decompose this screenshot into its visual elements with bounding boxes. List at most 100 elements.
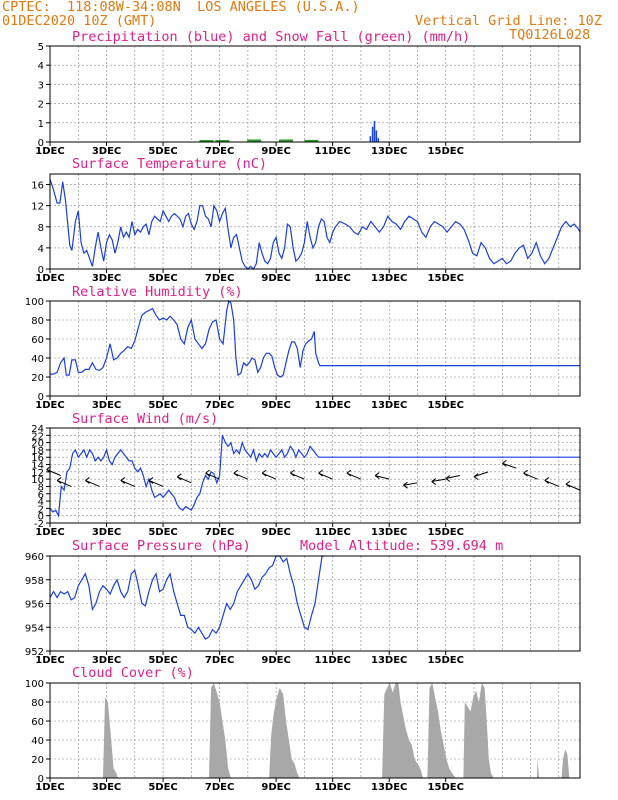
precip-xtick-label: 11DEC (314, 146, 350, 157)
wind-arrow (431, 478, 446, 483)
pressure-frame (49, 555, 581, 652)
temp-panel: 0 4 8 12 16 1DEC 3DEC 5DEC 7DEC 9DEC 11DEC 13DEC 15D… (31, 173, 581, 284)
cloud-ytick-label: 60 (31, 717, 44, 728)
wind-arrow-head (565, 483, 571, 488)
humidity-xtick-label: 7DEC (205, 400, 234, 411)
wind-arrow (85, 480, 100, 487)
wind-arrow (523, 472, 538, 480)
header-date: 01DEC2020 10Z (GMT) (2, 13, 157, 29)
precip-ytick-label: 2 (38, 100, 44, 111)
wind-arrow (120, 480, 135, 487)
humidity-ytick-label: 20 (31, 373, 44, 384)
wind-arrow-head (502, 462, 507, 467)
precip-xtick-label: 15DEC (428, 146, 464, 157)
wind-arrow-head (473, 476, 479, 481)
precip-xtick-label: 7DEC (205, 146, 234, 157)
wind-arrow-head (346, 469, 352, 474)
wind-arrow (318, 472, 333, 480)
wind-arrow (565, 483, 581, 491)
cloud-ytick-label: 80 (31, 698, 44, 709)
wind-arrow (46, 469, 61, 476)
humidity-ytick-label: 60 (31, 335, 44, 346)
precip-panel: 0 1 2 3 4 5 1DEC 3DEC 5DEC 7DEC 9DEC 11DEC 13DEC 15DE… (35, 42, 581, 157)
wind-xtick-label: 7DEC (205, 527, 234, 538)
wind-arrow (290, 472, 305, 480)
wind-ytick-label: 10 (31, 475, 44, 486)
model-altitude: Model Altitude: 539.694 m (300, 538, 504, 554)
wind-arrow-head (318, 472, 323, 477)
pressure-ytick-label: 956 (25, 600, 44, 611)
pressure-xtick-label: 7DEC (205, 655, 234, 666)
header-grid-note: Vertical Grid Line: 10Z (415, 13, 602, 29)
wind-arrow-head (318, 469, 323, 474)
wind-arrow-head (177, 473, 182, 478)
wind-arrow-head (565, 480, 571, 485)
wind-arrow (375, 475, 390, 480)
wind-title: Surface Wind (m/s) (72, 411, 219, 427)
wind-arrow-head (523, 472, 528, 477)
wind-arrow-head (403, 481, 408, 486)
temp-ytick-label: 12 (31, 202, 44, 213)
precip-xtick-label: 9DEC (261, 146, 290, 157)
pressure-series-line (49, 555, 325, 640)
humidity-panel: 0 20 40 60 80 100 1DEC 3DEC 5DEC 7DEC 9DEC 11DEC 13D… (25, 297, 581, 411)
precip-ytick-label: 4 (38, 61, 44, 72)
wind-arrow-head (523, 469, 528, 474)
wind-arrow (177, 476, 192, 484)
wind-ytick-label: 8 (38, 482, 44, 493)
wind-ytick-label: 4 (38, 497, 44, 508)
precip-bar (377, 138, 380, 142)
header-location: CPTEC: 118:08W-34:08N LOS ANGELES (U.S.A… (2, 0, 360, 15)
pressure-ytick-label: 960 (25, 552, 44, 563)
snowfall-bar (215, 140, 230, 143)
cloud-cover-area (50, 683, 580, 778)
wind-arrow-head (445, 475, 451, 479)
snowfall-bar (199, 140, 214, 143)
wind-arrow (346, 472, 362, 480)
temp-xtick-label: 5DEC (148, 273, 177, 284)
wind-arrow-head (290, 469, 295, 474)
wind-arrow (473, 471, 489, 478)
wind-arrow (502, 462, 517, 469)
snowfall-bar (247, 139, 262, 142)
wind-ytick-label: 0 (38, 512, 44, 523)
pressure-title: Surface Pressure (hPa) (72, 538, 251, 554)
pressure-xtick-label: 5DEC (148, 655, 177, 666)
pressure-xtick-label: 9DEC (261, 655, 290, 666)
wind-ytick-label: 12 (31, 468, 44, 479)
wind-arrow-head (177, 476, 182, 481)
temp-ytick-label: 8 (38, 223, 44, 234)
cloud-ytick-label: 40 (31, 736, 44, 747)
cloud-xtick-label: 11DEC (314, 782, 350, 793)
snowfall-bar (304, 139, 319, 142)
humidity-ytick-label: 0 (38, 392, 44, 403)
humidity-series-line (50, 299, 580, 378)
wind-ytick-label: 14 (31, 461, 44, 472)
wind-arrow-head (502, 459, 507, 464)
wind-arrow-head (374, 475, 380, 479)
cloud-xtick-label: 5DEC (148, 782, 177, 793)
cloud-xtick-label: 13DEC (371, 782, 407, 793)
precip-xtick-label: 3DEC (92, 146, 121, 157)
wind-arrow (445, 475, 460, 479)
wind-arrow-head (205, 469, 210, 474)
humidity-title: Relative Humidity (%) (72, 284, 243, 300)
humidity-ytick-label: 40 (31, 354, 44, 365)
cloud-xtick-label: 15DEC (428, 782, 464, 793)
wind-arrow-head (445, 478, 451, 482)
cloud-xtick-label: 7DEC (205, 782, 234, 793)
pressure-xtick-label: 1DEC (35, 655, 64, 666)
wind-arrow-head (544, 480, 550, 484)
temp-series-line (49, 179, 581, 270)
wind-ytick-label: 2 (38, 504, 44, 515)
precip-ytick-label: 5 (38, 42, 44, 53)
temp-ytick-label: 4 (38, 244, 44, 255)
precip-bar (369, 136, 372, 142)
humidity-xtick-label: 1DEC (35, 400, 64, 411)
wind-xtick-label: 5DEC (148, 527, 177, 538)
cloud-xtick-label: 3DEC (92, 782, 121, 793)
wind-arrow (205, 472, 220, 480)
temp-xtick-label: 1DEC (35, 273, 64, 284)
